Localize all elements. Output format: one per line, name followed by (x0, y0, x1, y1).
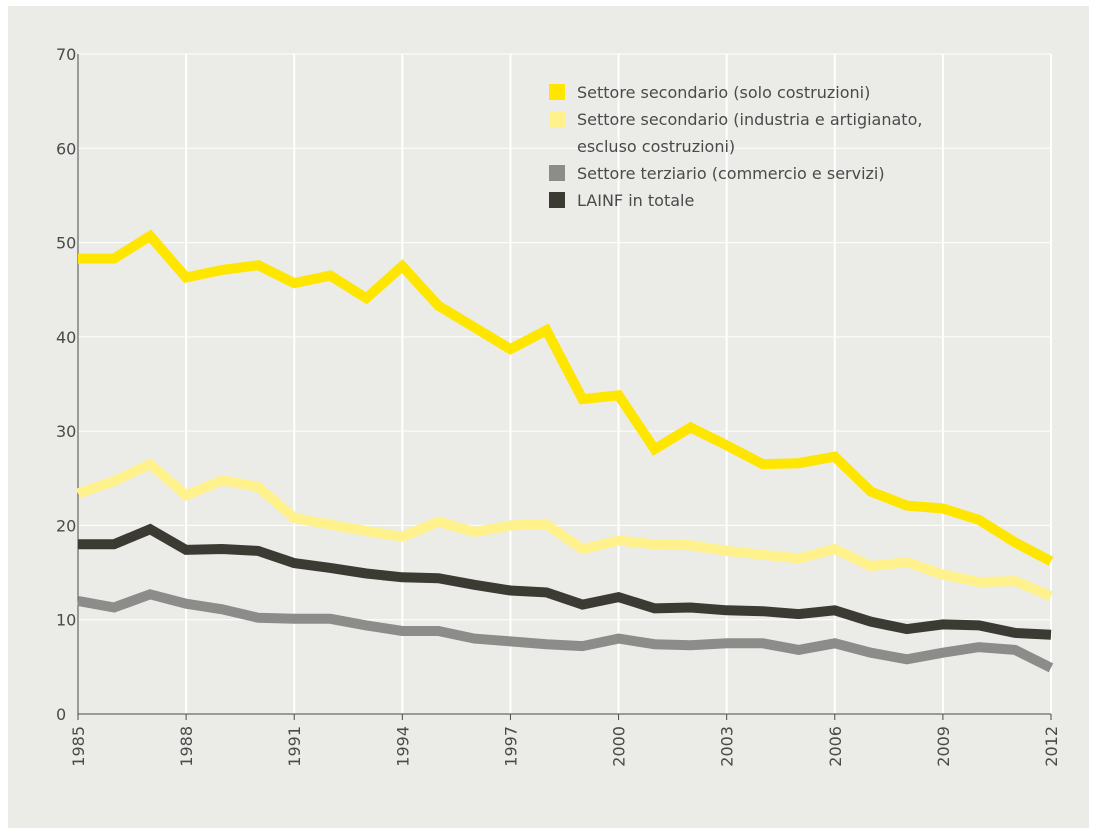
x-tick-label: 1988 (177, 726, 196, 767)
legend-label-1: escluso costruzioni) (577, 137, 735, 156)
x-tick-label: 1997 (501, 726, 520, 767)
y-tick-label: 50 (56, 234, 76, 253)
x-tick-label: 2003 (718, 726, 737, 767)
y-tick-label: 40 (56, 328, 76, 347)
legend-swatch-2 (549, 165, 565, 181)
legend-label-0: Settore secondario (solo costruzioni) (577, 83, 870, 102)
y-tick-label: 0 (56, 705, 66, 724)
legend: Settore secondario (solo costruzioni) Set… (549, 83, 922, 210)
y-tick-label: 10 (56, 611, 76, 630)
y-tick-label: 60 (56, 139, 76, 158)
series-line-0 (78, 229, 1054, 566)
x-tick-label: 2006 (826, 726, 845, 767)
y-tick-label: 70 (56, 45, 76, 64)
series-line-1 (76, 458, 1053, 601)
series-lines (76, 229, 1054, 673)
legend-swatch-0 (549, 84, 565, 100)
legend-label-1: Settore secondario (industria e artigian… (577, 110, 922, 129)
x-tick-label: 2009 (934, 726, 953, 767)
x-tick-label: 1991 (285, 726, 304, 767)
y-tick-label: 20 (56, 516, 76, 535)
legend-swatch-1 (549, 111, 565, 127)
legend-label-2: Settore terziario (commercio e servizi) (577, 164, 885, 183)
x-tick-label: 1994 (393, 726, 412, 767)
y-tick-label: 30 (56, 422, 76, 441)
grid (78, 53, 1052, 714)
x-tick-label: 2012 (1042, 726, 1061, 767)
legend-label-3: LAINF in totale (577, 191, 694, 210)
chart-panel: 0 10 20 30 40 50 60 70 1985 1988 1991 1994 1997 2000 2… (8, 6, 1089, 828)
series-line-3 (78, 523, 1052, 640)
axes: 0 10 20 30 40 50 60 70 1985 1988 1991 1994 1997 2000 2… (56, 45, 1061, 767)
x-tick-label: 2000 (610, 726, 629, 767)
series-line-2 (77, 589, 1054, 673)
legend-swatch-3 (549, 192, 565, 208)
x-tick-label: 1985 (69, 726, 88, 767)
line-chart: 0 10 20 30 40 50 60 70 1985 1988 1991 1994 1997 2000 2… (56, 45, 1061, 767)
